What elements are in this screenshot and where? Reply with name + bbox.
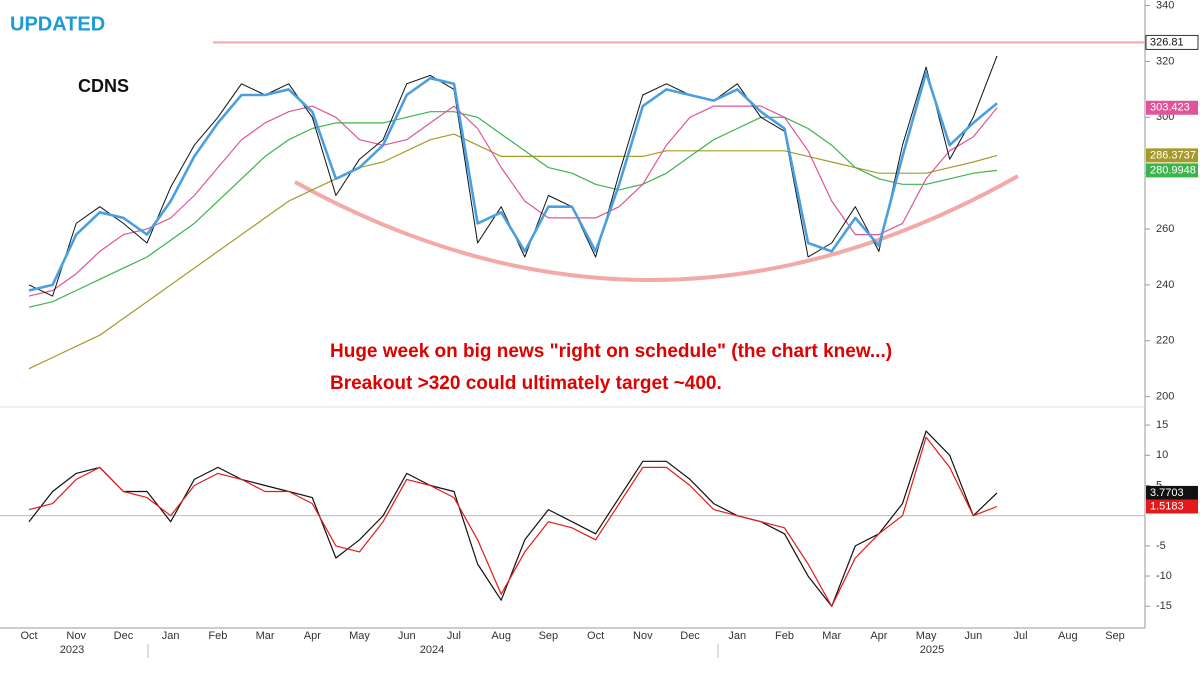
x-tick-label: Nov [633,630,653,642]
value-box [1146,485,1198,500]
annotation: Breakout >320 could ultimately target ~4… [330,373,722,394]
badge: UPDATED [10,13,105,35]
y-tick-label: 240 [1156,279,1174,291]
x-tick-label: Jul [447,630,461,642]
x-tick-label: Jul [1014,630,1028,642]
value-box [1146,100,1198,115]
x-tick-label: Dec [114,630,134,642]
value-label: 3.7703 [1150,487,1184,499]
x-tick-label: Oct [20,630,37,642]
series-line [28,105,998,297]
series-line [28,133,998,370]
y-tick-label: 5 [1156,479,1162,491]
x-tick-label: Sep [539,630,559,642]
x-tick-label: Mar [256,630,275,642]
value-box [1146,148,1198,163]
x-tick-label: Feb [775,630,794,642]
year-label: 2025 [920,644,944,656]
x-tick-label: Oct [587,630,604,642]
x-tick-label: Apr [870,630,887,642]
y-tick-label: -15 [1156,600,1172,612]
x-tick-label: Aug [1058,630,1078,642]
y-tick-label: 340 [1156,0,1174,11]
x-tick-label: May [916,630,937,642]
x-tick-label: Jan [728,630,746,642]
x-tick-label: May [349,630,370,642]
y-tick-label: 10 [1156,449,1168,461]
value-label: 1.5183 [1150,500,1184,512]
y-tick-label: -10 [1156,570,1172,582]
x-tick-label: Dec [680,630,700,642]
x-tick-label: Apr [304,630,321,642]
y-tick-label: 220 [1156,335,1174,347]
y-tick-label: 260 [1156,223,1174,235]
x-tick-label: Jun [398,630,416,642]
value-label: 280.9948 [1150,164,1196,176]
support-arc [294,174,1019,282]
y-tick-label: 15 [1156,419,1168,431]
value-label: 286.3737 [1150,149,1196,161]
value-label: 303.423 [1150,102,1190,114]
y-tick-label: -5 [1156,540,1166,552]
year-label: 2023 [60,644,84,656]
series-line [28,71,998,292]
series-line [28,111,998,308]
x-tick-label: Jun [964,630,982,642]
x-tick-label: Aug [491,630,511,642]
x-tick-label: Jan [162,630,180,642]
x-tick-label: Mar [822,630,841,642]
annotation: Huge week on big news "right on schedule… [330,341,892,362]
series-line [28,436,998,607]
x-tick-label: Feb [208,630,227,642]
value-box [1145,34,1199,50]
series-line [28,430,998,607]
x-tick-label: Sep [1105,630,1125,642]
value-box [1146,499,1198,514]
value-box [1146,163,1198,178]
chart-title: CDNS [78,76,129,96]
x-tick-label: Nov [66,630,86,642]
y-tick-label: 200 [1156,391,1174,403]
value-label: 326.81 [1150,36,1184,48]
y-tick-label: 320 [1156,55,1174,67]
year-label: 2024 [420,644,444,656]
